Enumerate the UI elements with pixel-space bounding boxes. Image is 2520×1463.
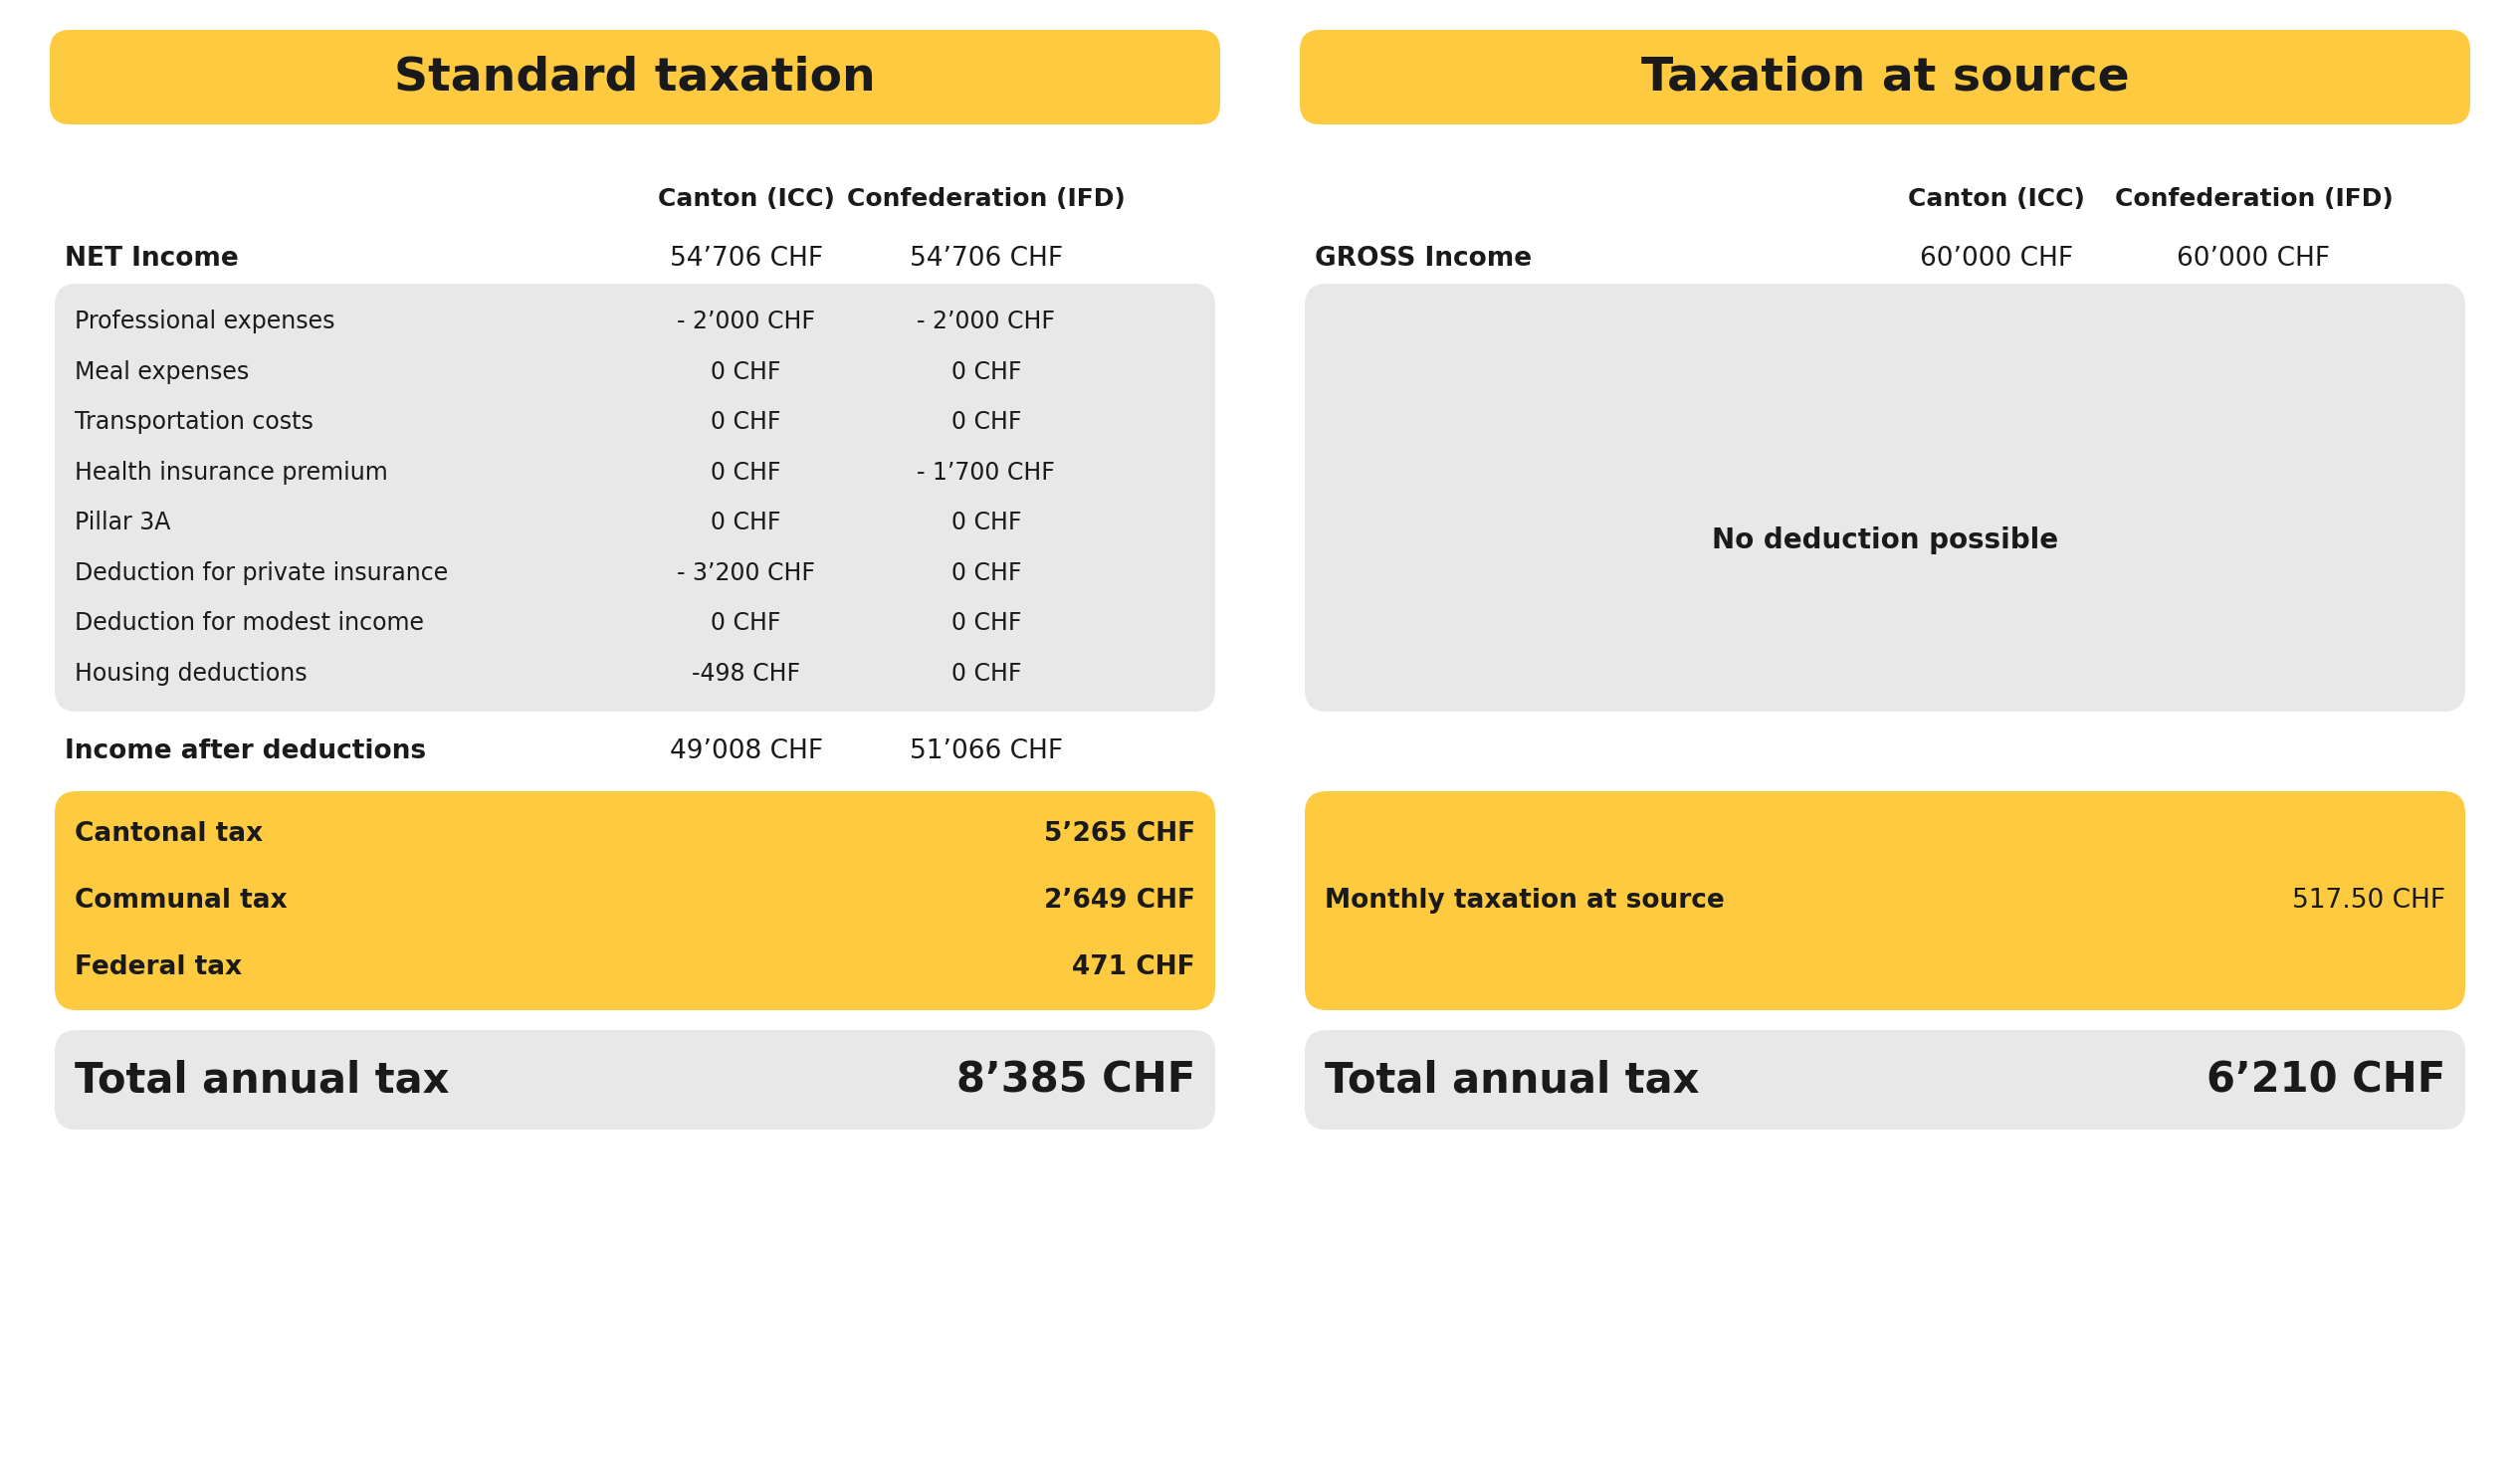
Text: Transportation costs: Transportation costs: [76, 410, 312, 435]
FancyBboxPatch shape: [1305, 284, 2465, 711]
Text: Deduction for modest income: Deduction for modest income: [76, 612, 423, 635]
Text: 0 CHF: 0 CHF: [950, 511, 1021, 535]
Text: 0 CHF: 0 CHF: [950, 661, 1021, 686]
Text: 0 CHF: 0 CHF: [711, 410, 781, 435]
Text: Canton (ICC): Canton (ICC): [1908, 187, 2084, 211]
Text: Confederation (IFD): Confederation (IFD): [847, 187, 1126, 211]
Text: Housing deductions: Housing deductions: [76, 661, 307, 686]
Text: 0 CHF: 0 CHF: [950, 612, 1021, 635]
Text: 517.50 CHF: 517.50 CHF: [2293, 888, 2444, 913]
Text: 54’706 CHF: 54’706 CHF: [910, 246, 1063, 272]
FancyBboxPatch shape: [55, 1030, 1215, 1129]
Text: 0 CHF: 0 CHF: [711, 612, 781, 635]
Text: 2’649 CHF: 2’649 CHF: [1043, 888, 1194, 913]
Text: - 2’000 CHF: - 2’000 CHF: [917, 310, 1056, 334]
FancyBboxPatch shape: [50, 29, 1220, 124]
Text: 49’008 CHF: 49’008 CHF: [670, 739, 824, 764]
Text: 6’210 CHF: 6’210 CHF: [2205, 1059, 2444, 1100]
FancyBboxPatch shape: [1305, 1030, 2465, 1129]
Text: Standard taxation: Standard taxation: [393, 54, 877, 99]
Text: 60’000 CHF: 60’000 CHF: [1920, 246, 2074, 272]
Text: Deduction for private insurance: Deduction for private insurance: [76, 562, 449, 585]
Text: Cantonal tax: Cantonal tax: [76, 821, 262, 847]
Text: 5’265 CHF: 5’265 CHF: [1043, 821, 1194, 847]
Text: Income after deductions: Income after deductions: [66, 739, 426, 764]
Text: 471 CHF: 471 CHF: [1074, 954, 1194, 980]
Text: Communal tax: Communal tax: [76, 888, 287, 913]
Text: - 1’700 CHF: - 1’700 CHF: [917, 461, 1056, 484]
Text: 0 CHF: 0 CHF: [711, 511, 781, 535]
FancyBboxPatch shape: [1300, 29, 2470, 124]
Text: Pillar 3A: Pillar 3A: [76, 511, 171, 535]
Text: 51’066 CHF: 51’066 CHF: [910, 739, 1063, 764]
Text: Meal expenses: Meal expenses: [76, 360, 249, 383]
Text: - 2’000 CHF: - 2’000 CHF: [678, 310, 816, 334]
FancyBboxPatch shape: [55, 791, 1215, 1009]
Text: 54’706 CHF: 54’706 CHF: [670, 246, 824, 272]
Text: Total annual tax: Total annual tax: [1326, 1059, 1698, 1100]
Text: - 3’200 CHF: - 3’200 CHF: [678, 562, 816, 585]
Text: Professional expenses: Professional expenses: [76, 310, 335, 334]
FancyBboxPatch shape: [55, 284, 1215, 711]
Text: 0 CHF: 0 CHF: [950, 410, 1021, 435]
Text: Confederation (IFD): Confederation (IFD): [2114, 187, 2394, 211]
Text: 8’385 CHF: 8’385 CHF: [955, 1059, 1194, 1100]
Text: No deduction possible: No deduction possible: [1711, 527, 2059, 554]
FancyBboxPatch shape: [1305, 791, 2465, 1009]
Text: Total annual tax: Total annual tax: [76, 1059, 449, 1100]
Text: NET Income: NET Income: [66, 246, 239, 272]
Text: Federal tax: Federal tax: [76, 954, 242, 980]
Text: Canton (ICC): Canton (ICC): [658, 187, 834, 211]
Text: GROSS Income: GROSS Income: [1315, 246, 1532, 272]
Text: Monthly taxation at source: Monthly taxation at source: [1326, 888, 1724, 913]
Text: 60’000 CHF: 60’000 CHF: [2177, 246, 2331, 272]
Text: Health insurance premium: Health insurance premium: [76, 461, 388, 484]
Text: -498 CHF: -498 CHF: [693, 661, 801, 686]
Text: 0 CHF: 0 CHF: [950, 562, 1021, 585]
Text: 0 CHF: 0 CHF: [711, 360, 781, 383]
Text: 0 CHF: 0 CHF: [950, 360, 1021, 383]
Text: Taxation at source: Taxation at source: [1641, 54, 2129, 99]
Text: 0 CHF: 0 CHF: [711, 461, 781, 484]
